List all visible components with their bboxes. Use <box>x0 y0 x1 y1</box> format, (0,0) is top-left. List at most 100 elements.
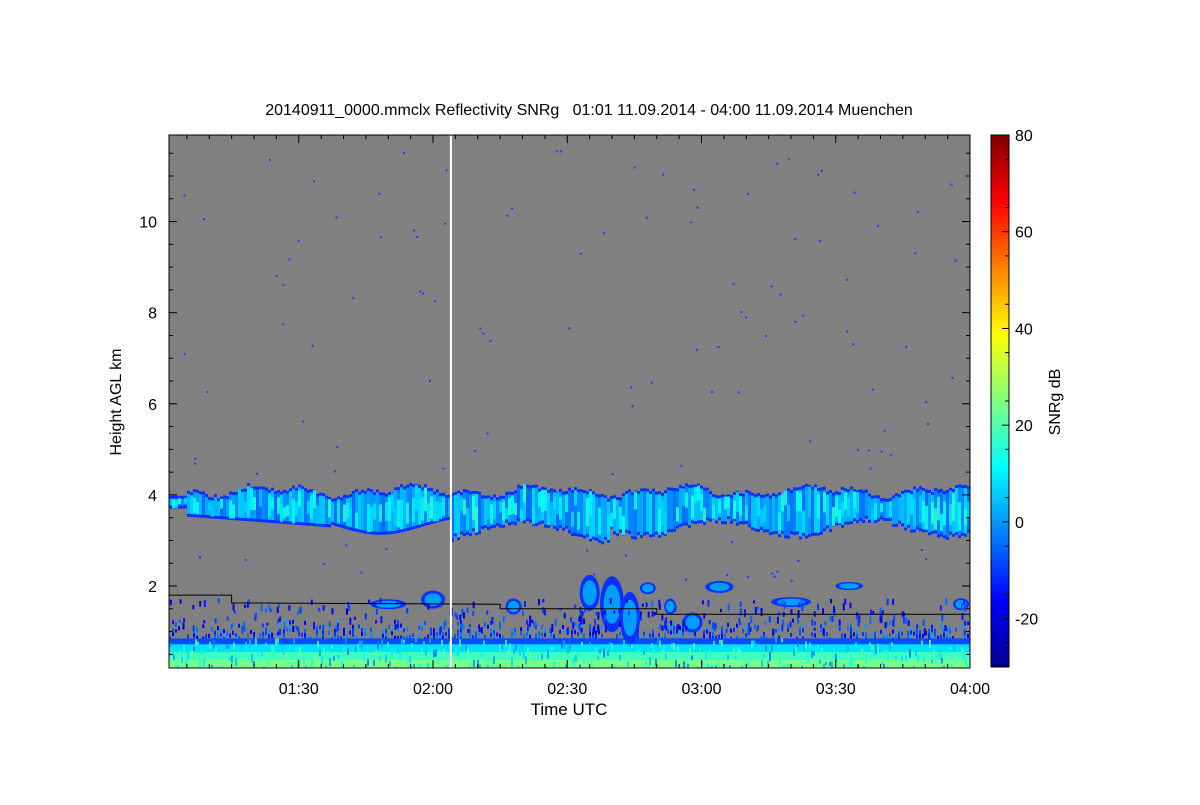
echo-texture <box>651 642 653 649</box>
echo-speckle <box>196 635 198 640</box>
echo-texture <box>309 666 311 668</box>
echo-speckle <box>541 632 543 637</box>
cloud-core <box>442 497 445 516</box>
cloud-core <box>328 499 331 518</box>
echo-speckle <box>328 631 330 636</box>
cloud-core <box>784 490 787 506</box>
echo-texture <box>587 658 589 666</box>
echo-texture <box>237 651 239 656</box>
cloud-core <box>250 487 253 510</box>
scatter-echo <box>725 628 728 633</box>
noise-dot <box>726 573 729 576</box>
cloud-column <box>601 496 604 542</box>
echo-speckle <box>679 634 681 639</box>
scatter-echo <box>581 611 584 617</box>
scatter-echo <box>781 624 784 632</box>
echo-texture <box>683 661 685 668</box>
echo-texture <box>965 658 967 667</box>
echo-texture <box>729 665 731 668</box>
cloud-column <box>364 493 367 531</box>
echo-texture <box>829 661 831 667</box>
scatter-echo <box>832 606 835 613</box>
cloud-core <box>703 507 706 522</box>
scatter-echo <box>467 628 470 633</box>
echo-texture <box>957 659 959 663</box>
y-tick-label: 8 <box>148 306 157 323</box>
echo-texture <box>913 666 915 668</box>
noise-dot <box>779 293 782 296</box>
noise-dot <box>473 450 476 453</box>
echo-texture <box>613 664 615 668</box>
echo-texture <box>845 649 847 653</box>
scatter-echo <box>939 605 942 611</box>
noise-dot <box>486 432 489 435</box>
scatter-echo <box>842 603 845 611</box>
echo-speckle <box>289 628 291 633</box>
echo-speckle <box>361 631 363 636</box>
echo-texture <box>323 647 325 653</box>
scatter-echo <box>682 620 685 624</box>
echo-texture <box>199 658 201 668</box>
scatter-echo <box>756 628 759 632</box>
echo-speckle <box>448 628 450 633</box>
echo-texture <box>605 649 607 658</box>
cloud-column <box>802 488 805 533</box>
noise-dot <box>433 300 436 303</box>
scatter-echo <box>738 617 741 623</box>
cloud-column <box>709 494 712 519</box>
scatter-echo <box>461 623 464 630</box>
echo-speckle <box>706 625 708 630</box>
echo-speckle <box>439 623 441 628</box>
scatter-echo <box>472 601 475 609</box>
echo-texture <box>501 645 503 650</box>
cloud-core <box>613 498 616 519</box>
echo-texture <box>577 652 579 656</box>
cloud-column <box>520 488 523 519</box>
echo-texture <box>183 644 185 652</box>
echo-texture <box>519 649 521 656</box>
echo-texture <box>907 657 909 661</box>
echo-texture <box>265 642 267 647</box>
cloud-column <box>850 489 853 522</box>
cloud-column <box>457 493 460 538</box>
echo-speckle <box>574 622 576 627</box>
echo-texture <box>657 637 659 646</box>
echo-speckle <box>388 624 390 629</box>
echo-speckle <box>172 628 174 633</box>
cloud-column <box>622 496 625 533</box>
echo-speckle <box>442 636 444 641</box>
noise-dot <box>871 388 874 391</box>
echo-texture <box>639 649 641 656</box>
noise-dot <box>630 386 633 389</box>
cloud-core <box>565 494 568 513</box>
echo-speckle <box>598 630 600 635</box>
cloud-column <box>646 491 649 532</box>
echo-texture <box>573 657 575 665</box>
echo-texture <box>315 653 317 660</box>
echo-texture <box>317 640 319 647</box>
cloud-column <box>262 489 265 520</box>
scatter-echo <box>602 611 605 617</box>
echo-texture <box>853 658 855 666</box>
echo-texture <box>781 638 783 643</box>
scatter-echo <box>183 618 186 623</box>
echo-speckle <box>490 620 492 625</box>
cloud-core <box>841 501 844 517</box>
echo-speckle <box>445 631 447 636</box>
cloud-column <box>769 498 772 533</box>
echo-speckle <box>436 632 438 637</box>
echo-texture <box>463 652 465 660</box>
echo-speckle <box>361 627 363 632</box>
echo-texture <box>789 666 791 668</box>
echo-texture <box>517 665 519 668</box>
echo-texture <box>393 663 395 667</box>
scatter-echo <box>749 627 752 632</box>
cloud-core <box>355 512 358 528</box>
noise-dot <box>275 274 278 277</box>
echo-texture <box>303 656 305 665</box>
cloud-core <box>724 496 727 510</box>
cloud-column <box>352 493 355 529</box>
echo-texture <box>351 658 353 663</box>
echo-texture <box>855 642 857 650</box>
scatter-echo <box>533 621 536 628</box>
